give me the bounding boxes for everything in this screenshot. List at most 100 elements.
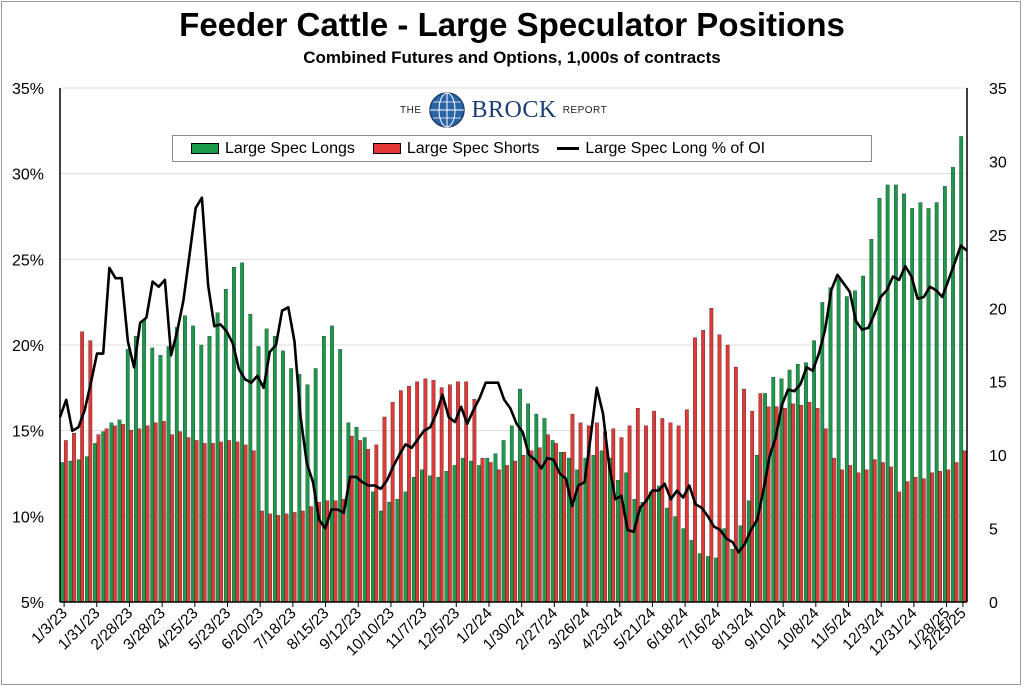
bar-shorts [938,471,942,603]
bar-longs [730,548,735,603]
bar-longs [281,350,285,603]
bar-longs [150,347,155,603]
bar-shorts [227,440,232,603]
bar-longs [934,202,939,603]
legend-item-shorts: Large Spec Shorts [372,139,540,158]
bar-longs [942,186,947,603]
bar-longs [697,553,702,603]
bar-shorts [897,491,902,603]
left-axis-tick-label: 25% [12,252,44,269]
bar-longs [485,457,490,603]
bar-longs [387,501,392,603]
bar-longs [477,465,481,603]
bar-shorts [791,403,795,603]
bar-shorts [268,513,272,603]
bar-longs [158,355,163,603]
legend-item-long-pct: Large Spec Long % of OI [557,140,765,158]
bar-shorts [954,462,959,603]
legend-item-longs: Large Spec Longs [191,140,355,158]
bar-shorts [137,428,142,603]
bar-shorts [472,399,477,603]
bar-longs [371,491,375,603]
bar-shorts [145,425,150,603]
bar-shorts [815,407,820,603]
bar-shorts [153,422,158,603]
left-axis-tick-label: 10% [12,509,44,526]
bar-longs [501,440,506,603]
bar-longs [706,556,710,603]
bar-longs [869,239,874,603]
bar-shorts [292,512,297,603]
bar-longs [812,340,816,603]
bar-shorts [513,460,518,603]
bar-shorts [856,472,861,603]
bar-longs [338,349,343,603]
bar-longs [665,507,669,603]
bar-longs [640,501,645,603]
bar-longs [534,413,539,603]
bar-shorts [260,510,264,603]
bar-longs [542,418,547,603]
bar-shorts [178,431,183,603]
bar-longs [526,403,530,603]
bar-longs [248,314,253,603]
bar-longs [272,336,277,603]
bar-shorts [905,481,910,603]
bar-longs [828,287,833,603]
bar-longs [656,485,661,603]
bar-longs [321,336,326,603]
bar-shorts [284,513,289,603]
bar-shorts [349,435,354,603]
bar-longs [420,469,424,603]
bar-longs [428,475,432,603]
right-axis-tick-label: 35 [989,81,1007,98]
bar-longs [85,456,89,603]
bar-shorts [627,425,632,603]
bar-shorts [505,465,509,603]
bar-shorts [390,402,395,603]
bar-longs [166,346,171,603]
bar-shorts [121,424,125,603]
bar-longs [795,363,800,603]
bar-shorts [235,441,240,603]
right-axis-tick-label: 20 [989,301,1007,318]
bar-longs [191,325,195,603]
bar-shorts [930,472,934,603]
bar-longs [722,528,727,603]
bar-longs [395,499,400,603]
bar-longs [183,315,187,603]
bar-longs [125,349,130,603]
bar-shorts [717,334,722,603]
bar-shorts [374,444,379,603]
bar-shorts [807,402,812,603]
bar-longs [289,368,294,603]
bar-longs [469,460,473,603]
legend-label-shorts: Large Spec Shorts [406,139,540,157]
bar-shorts [186,437,191,603]
bar-shorts [881,462,885,603]
bar-longs [305,384,310,603]
bar-shorts [276,515,281,603]
bar-shorts [161,421,166,603]
bar-shorts [889,466,893,603]
bar-shorts [750,410,755,603]
bar-longs [910,208,915,603]
bar-longs [926,208,931,603]
bar-shorts [782,407,787,603]
bar-longs [763,393,767,603]
legend-label-longs: Large Spec Longs [225,139,355,157]
bar-shorts [864,469,869,603]
bar-shorts [194,440,199,603]
bar-shorts [570,413,575,603]
bar-longs [550,440,555,603]
bar-shorts [693,337,697,603]
bar-longs [109,422,114,603]
bar-longs [804,362,808,603]
bar-longs [256,346,261,603]
bar-shorts [660,418,665,603]
globe-icon [428,92,465,128]
bar-shorts [742,388,746,603]
bar-shorts [635,407,640,603]
bar-longs [68,460,73,603]
